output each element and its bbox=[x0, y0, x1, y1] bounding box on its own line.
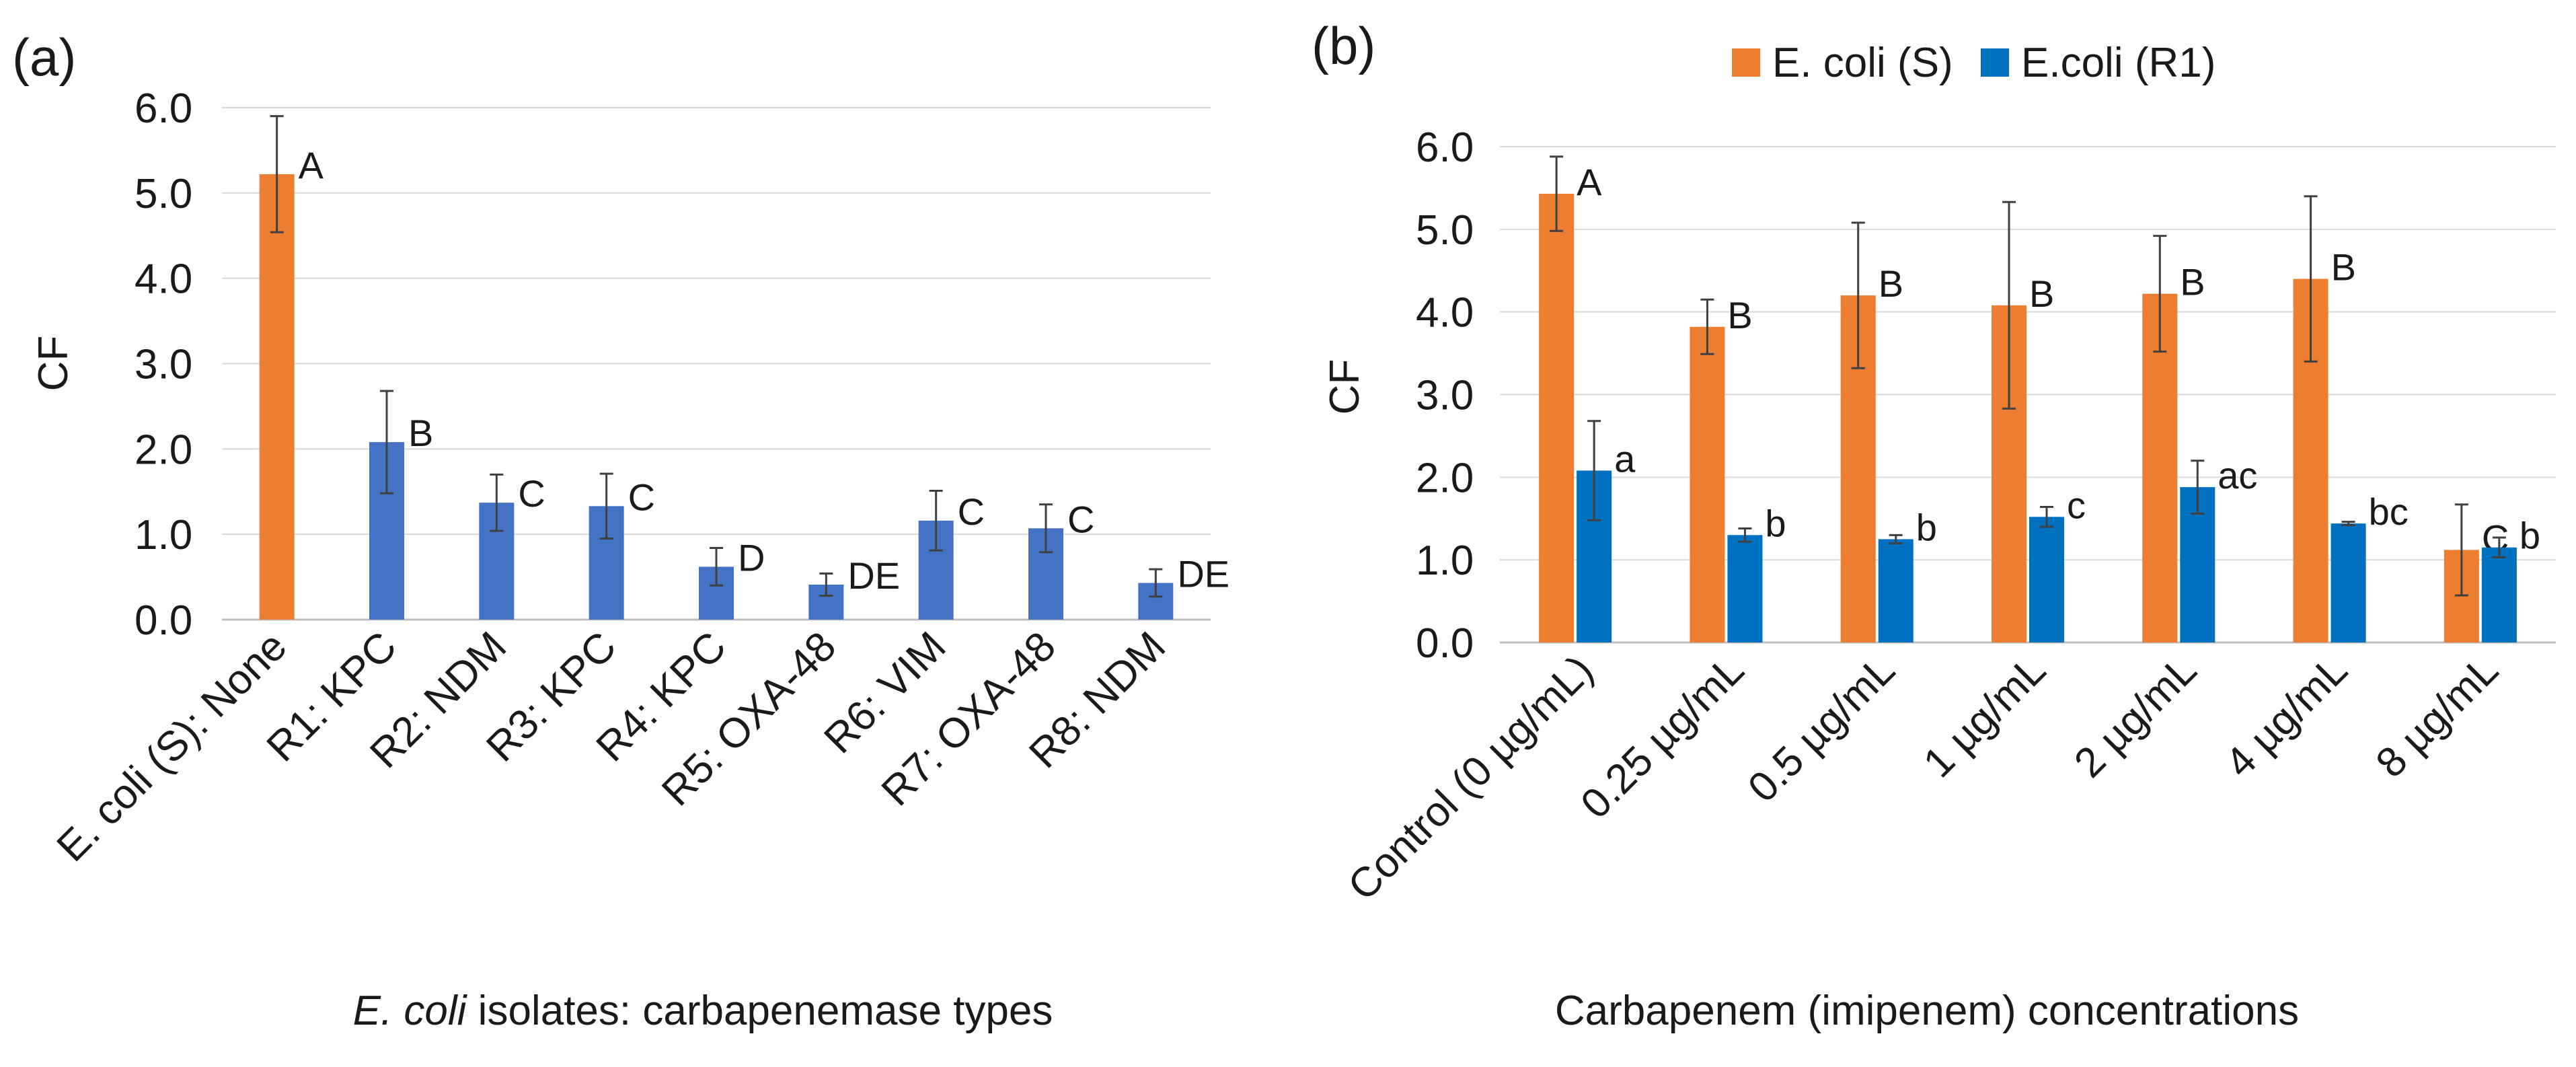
legend-entry: E. coli (S) bbox=[1772, 40, 1953, 86]
significance-label: B bbox=[2029, 272, 2054, 315]
significance-label: B bbox=[2331, 246, 2356, 289]
x-axis-label: E. coli isolates: carbapenemase types bbox=[353, 988, 1053, 1034]
y-tick-label: 1.0 bbox=[135, 512, 192, 558]
bar bbox=[2029, 517, 2064, 642]
x-tick-label: 0.5 µg/mL bbox=[1739, 647, 1904, 811]
y-tick-label: 0.0 bbox=[135, 597, 192, 644]
significance-label: C bbox=[1067, 498, 1094, 540]
x-tick-label: E. coli (S): None bbox=[48, 623, 296, 871]
y-tick-label: 2.0 bbox=[135, 427, 192, 473]
y-tick-label: 6.0 bbox=[135, 85, 192, 132]
bar bbox=[1539, 194, 1575, 642]
significance-label: bc bbox=[2369, 490, 2409, 533]
x-tick-label: 4 µg/mL bbox=[2216, 647, 2356, 786]
significance-label: C bbox=[518, 472, 545, 515]
panel-a-label: (a) bbox=[12, 28, 76, 87]
significance-label: B bbox=[1879, 262, 1903, 305]
panel-b-label: (b) bbox=[1312, 16, 1375, 75]
significance-label: DE bbox=[1177, 552, 1229, 595]
y-tick-label: 5.0 bbox=[135, 171, 192, 217]
y-tick-label: 4.0 bbox=[135, 256, 192, 303]
panel-a: (a) 0.0 1.0 2.0 3.0 4.0 5.0 6.0 CF A E. coli (S): … bbox=[12, 28, 1229, 1034]
legend-swatch bbox=[1981, 48, 2009, 77]
significance-label: C bbox=[628, 476, 655, 518]
significance-label: a bbox=[1614, 438, 1636, 480]
significance-label: D bbox=[738, 536, 765, 579]
x-tick-label: 8 µg/mL bbox=[2367, 647, 2507, 786]
bar bbox=[259, 174, 295, 620]
significance-label: b bbox=[1765, 502, 1786, 544]
x-axis-label: Carbapenem (imipenem) concentrations bbox=[1555, 988, 2299, 1034]
y-tick-label: 4.0 bbox=[1416, 290, 1474, 336]
x-tick-label: 0.25 µg/mL bbox=[1572, 647, 1753, 827]
legend-swatch bbox=[1732, 48, 1760, 77]
y-tick-label: 0.0 bbox=[1416, 620, 1474, 667]
bar bbox=[2331, 523, 2366, 642]
y-axis-label: CF bbox=[30, 336, 77, 392]
y-tick-label: 1.0 bbox=[1416, 538, 1474, 584]
panel-b: (b) E. coli (S) E.coli (R1) 0.0 1.0 2.0 3.0 4.0… bbox=[1312, 16, 2556, 1034]
bar bbox=[1727, 535, 1763, 642]
significance-label: c bbox=[2067, 484, 2086, 526]
y-tick-label: 5.0 bbox=[1416, 207, 1474, 254]
y-axis-label: CF bbox=[1322, 359, 1368, 415]
y-tick-label: 6.0 bbox=[1416, 124, 1474, 171]
significance-label: DE bbox=[847, 554, 900, 597]
significance-label: ac bbox=[2218, 454, 2257, 496]
y-tick-label: 3.0 bbox=[135, 342, 192, 388]
y-tick-label: 2.0 bbox=[1416, 455, 1474, 501]
significance-label: b bbox=[2520, 515, 2540, 557]
significance-label: B bbox=[1727, 294, 1752, 336]
x-axis-label-rest: isolates: carbapenemase types bbox=[466, 988, 1053, 1034]
significance-label: A bbox=[299, 144, 324, 186]
significance-label: A bbox=[1577, 161, 1602, 203]
legend-entry: E.coli (R1) bbox=[2021, 40, 2215, 86]
bar bbox=[2481, 547, 2517, 642]
bar bbox=[1878, 539, 1914, 642]
significance-label: b bbox=[1916, 506, 1937, 548]
x-tick-label: Control (0 µg/mL) bbox=[1339, 647, 1602, 910]
x-axis-label-italic: E. coli bbox=[353, 988, 468, 1034]
bar bbox=[1690, 326, 1725, 642]
x-tick-label: 1 µg/mL bbox=[1915, 647, 2055, 786]
significance-label: C bbox=[958, 490, 985, 533]
significance-label: B bbox=[408, 412, 433, 454]
y-tick-label: 3.0 bbox=[1416, 373, 1474, 419]
x-tick-label: 2 µg/mL bbox=[2066, 647, 2205, 786]
significance-label: B bbox=[2180, 261, 2205, 303]
